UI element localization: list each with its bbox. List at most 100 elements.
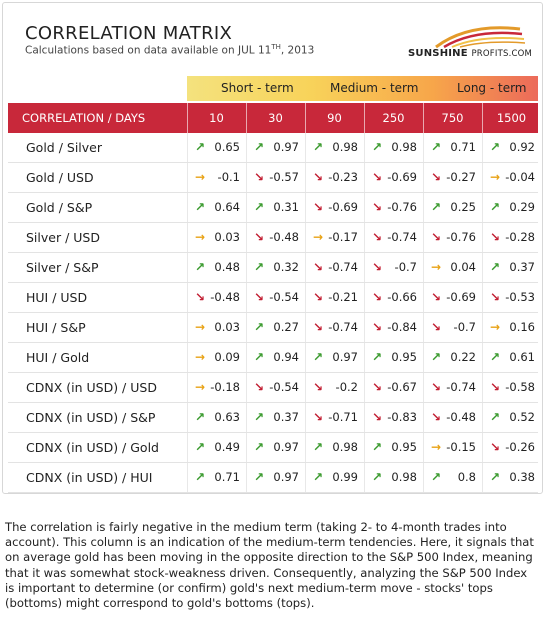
correlation-value: 0.64 [214, 200, 240, 214]
subtitle-superscript: TH [271, 43, 281, 51]
correlation-value: 0.97 [273, 440, 299, 454]
header-divider [364, 103, 365, 133]
cell-divider [482, 223, 483, 252]
cell-divider [305, 193, 306, 222]
trend-down-arrow-icon: ↘ [372, 200, 383, 214]
correlation-value: -0.48 [210, 290, 240, 304]
trend-down-arrow-icon: ↘ [372, 260, 383, 274]
row-label: Silver / USD [26, 230, 100, 245]
cell-divider [423, 463, 424, 492]
trend-down-arrow-icon: ↘ [313, 410, 324, 424]
trend-down-arrow-icon: ↘ [313, 170, 324, 184]
correlation-value: 0.38 [509, 470, 535, 484]
cell-divider [246, 463, 247, 492]
cell-divider [423, 193, 424, 222]
cell-divider [482, 463, 483, 492]
correlation-value: -0.28 [505, 230, 535, 244]
trend-flat-arrow-icon: → [313, 230, 324, 244]
cell-divider [305, 133, 306, 162]
header-divider [305, 103, 306, 133]
cell-divider [187, 403, 188, 432]
table-row: CDNX (in USD) / Gold ↗ 0.49 ↗ 0.97 ↗ 0.98 ↗ 0.95… [8, 433, 538, 463]
correlation-value: -0.67 [387, 380, 417, 394]
correlation-value: -0.74 [446, 380, 476, 394]
correlation-value: -0.58 [505, 380, 535, 394]
trend-up-arrow-icon: ↗ [490, 350, 501, 364]
correlation-value: 0.61 [509, 350, 535, 364]
trend-up-arrow-icon: ↗ [431, 470, 442, 484]
cell-divider [423, 373, 424, 402]
cell-divider [305, 403, 306, 432]
table-row: Gold / S&P ↗ 0.64 ↗ 0.31 ↘ -0.69 ↘ -0.76 ↗ 0.25 ↗ 0.… [8, 193, 538, 223]
correlation-value: -0.27 [446, 170, 476, 184]
correlation-value: -0.7 [394, 260, 417, 274]
correlation-value: 0.48 [214, 260, 240, 274]
correlation-value: 0.98 [391, 140, 417, 154]
table-row: HUI / Gold → 0.09 ↗ 0.94 ↗ 0.97 ↗ 0.95 ↗ 0.22 ↗ 0.61 [8, 343, 538, 373]
correlation-value: -0.21 [328, 290, 358, 304]
table-row: Gold / Silver ↗ 0.65 ↗ 0.97 ↗ 0.98 ↗ 0.98 ↗ 0.71 ↗ 0… [8, 133, 538, 163]
column-header-10-days: 10 [209, 111, 224, 125]
column-header-30-days: 30 [268, 111, 283, 125]
correlation-value: 0.52 [509, 410, 535, 424]
cell-divider [423, 433, 424, 462]
cell-divider [246, 373, 247, 402]
row-label: HUI / USD [26, 290, 88, 305]
trend-up-arrow-icon: ↗ [313, 440, 324, 454]
correlation-value: -0.74 [387, 230, 417, 244]
correlation-value: -0.7 [453, 320, 476, 334]
correlation-value: 0.09 [214, 350, 240, 364]
table-row: Silver / S&P ↗ 0.48 ↗ 0.32 ↘ -0.74 ↘ -0.7 → 0.04 ↗ 0… [8, 253, 538, 283]
correlation-value: -0.69 [387, 170, 417, 184]
trend-flat-arrow-icon: → [195, 230, 206, 244]
trend-down-arrow-icon: ↘ [313, 380, 324, 394]
trend-up-arrow-icon: ↗ [195, 440, 206, 454]
trend-down-arrow-icon: ↘ [372, 290, 383, 304]
cell-divider [423, 343, 424, 372]
cell-divider [364, 343, 365, 372]
page-title: CORRELATION MATRIX [25, 23, 233, 44]
trend-down-arrow-icon: ↘ [490, 290, 501, 304]
trend-down-arrow-icon: ↘ [431, 230, 442, 244]
correlation-value: -0.04 [505, 170, 535, 184]
cell-divider [187, 283, 188, 312]
trend-up-arrow-icon: ↗ [254, 470, 265, 484]
trend-down-arrow-icon: ↘ [254, 170, 265, 184]
trend-up-arrow-icon: ↗ [254, 260, 265, 274]
correlation-value: 0.16 [509, 320, 535, 334]
cell-divider [187, 313, 188, 342]
cell-divider [423, 163, 424, 192]
cell-divider [482, 283, 483, 312]
term-short-label: Short - term [221, 81, 294, 95]
cell-divider [246, 313, 247, 342]
trend-up-arrow-icon: ↗ [254, 200, 265, 214]
correlation-value: 0.32 [273, 260, 299, 274]
cell-divider [423, 253, 424, 282]
correlation-value: 0.95 [391, 440, 417, 454]
correlation-value: -0.54 [269, 380, 299, 394]
correlation-value: -0.84 [387, 320, 417, 334]
correlation-value: -0.76 [387, 200, 417, 214]
correlation-value: 0.71 [214, 470, 240, 484]
trend-down-arrow-icon: ↘ [372, 380, 383, 394]
correlation-value: 0.22 [450, 350, 476, 364]
cell-divider [482, 253, 483, 282]
cell-divider [187, 133, 188, 162]
cell-divider [187, 433, 188, 462]
cell-divider [364, 403, 365, 432]
cell-divider [364, 283, 365, 312]
trend-up-arrow-icon: ↗ [431, 140, 442, 154]
trend-down-arrow-icon: ↘ [254, 380, 265, 394]
cell-divider [364, 373, 365, 402]
cell-divider [246, 253, 247, 282]
cell-divider [187, 373, 188, 402]
trend-flat-arrow-icon: → [195, 170, 206, 184]
cell-divider [305, 163, 306, 192]
row-label: Gold / Silver [26, 140, 103, 155]
trend-down-arrow-icon: ↘ [490, 230, 501, 244]
trend-up-arrow-icon: ↗ [254, 350, 265, 364]
cell-divider [305, 223, 306, 252]
trend-down-arrow-icon: ↘ [372, 230, 383, 244]
trend-up-arrow-icon: ↗ [431, 350, 442, 364]
trend-down-arrow-icon: ↘ [490, 380, 501, 394]
